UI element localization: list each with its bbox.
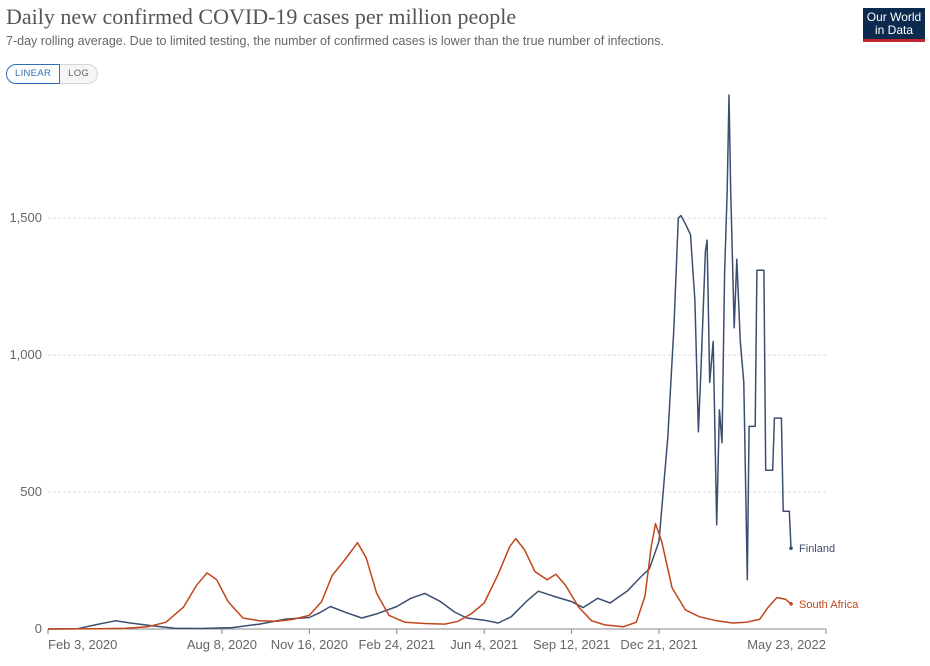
linear-scale-button[interactable]: LINEAR	[6, 64, 61, 84]
logo-line-1: Our World	[866, 10, 922, 24]
finland-label: Finland	[799, 543, 835, 555]
x-tick-label: Feb 3, 2020	[48, 637, 117, 652]
y-tick-label: 0	[35, 621, 42, 636]
x-tick-label: Aug 8, 2020	[187, 637, 257, 652]
x-tick-label: May 23, 2022	[747, 637, 826, 652]
finland-end-point	[789, 546, 793, 551]
south-africa-line	[47, 522, 792, 630]
x-tick-label: Nov 16, 2020	[271, 637, 348, 652]
y-tick-label: 1,000	[9, 347, 42, 362]
chart-title: Daily new confirmed COVID-19 cases per m…	[6, 4, 517, 29]
logo-accent-bar	[863, 39, 925, 42]
series-lines	[47, 94, 793, 630]
x-tick-label: Feb 24, 2021	[358, 637, 435, 652]
chart-subtitle: 7-day rolling average. Due to limited te…	[6, 34, 664, 48]
x-tick-label: Sep 12, 2021	[533, 637, 610, 652]
x-tick-label: Jun 4, 2021	[450, 637, 518, 652]
x-tick-label: Dec 21, 2021	[620, 637, 697, 652]
scale-toggle: LINEAR LOG	[6, 64, 99, 84]
x-axis-ticks: Feb 3, 2020 Aug 8, 2020 Nov 16, 2020 Feb 24…	[47, 629, 827, 652]
log-scale-button[interactable]: LOG	[60, 64, 99, 84]
y-tick-label: 500	[20, 484, 42, 499]
y-axis-ticks: 0 500 1,000 1,500	[9, 210, 42, 636]
owid-logo[interactable]: Our World in Data	[863, 8, 925, 42]
y-tick-label: 1,500	[9, 210, 42, 225]
south-africa-end-point	[789, 602, 793, 606]
logo-line-2: in Data	[874, 23, 914, 37]
gridlines	[48, 217, 826, 630]
south-africa-label: South Africa	[799, 599, 859, 611]
series-labels: Finland South Africa	[799, 543, 859, 611]
finland-line	[47, 94, 792, 630]
